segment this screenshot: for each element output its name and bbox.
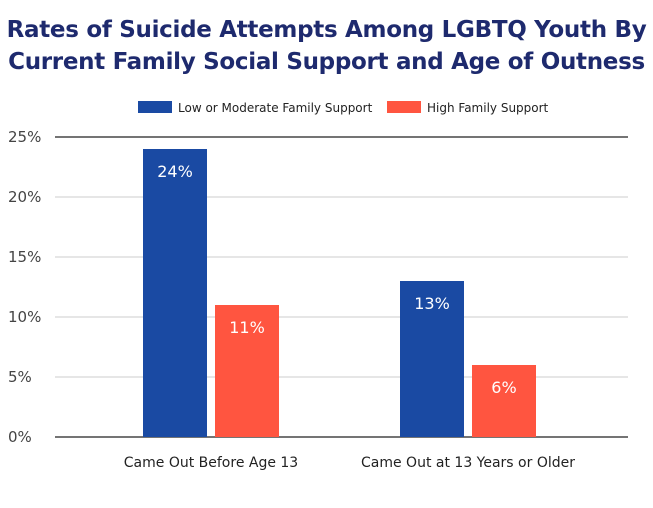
x-category-label-1: Came Out at 13 Years or Older [361, 455, 575, 471]
chart-title: Rates of Suicide Attempts Among LGBTQ Yo… [0, 14, 653, 78]
legend-label-low-moderate: Low or Moderate Family Support [178, 101, 373, 115]
legend-swatch-high [387, 101, 421, 113]
y-tick-label: 10% [8, 308, 41, 326]
y-tick-label: 5% [8, 368, 32, 386]
bar-0-1 [215, 305, 279, 437]
legend-label-high: High Family Support [427, 101, 549, 115]
legend-swatch-low-moderate [138, 101, 172, 113]
x-category-label-0: Came Out Before Age 13 [124, 455, 298, 471]
data-label-0-1: 11% [229, 318, 265, 337]
y-tick-label: 0% [8, 428, 32, 446]
data-label-0-0: 24% [157, 162, 193, 181]
y-tick-label: 20% [8, 188, 41, 206]
bar-0-0 [143, 149, 207, 437]
data-label-1-1: 6% [491, 378, 516, 397]
bar-1-0 [400, 281, 464, 437]
data-label-1-0: 13% [414, 294, 450, 313]
legend: Low or Moderate Family Support High Fami… [138, 101, 549, 115]
chart-title-line-1: Rates of Suicide Attempts Among LGBTQ Yo… [6, 17, 647, 43]
bar-1-1 [472, 365, 536, 437]
y-tick-label: 25% [8, 128, 41, 146]
chart-title-line-2: Current Family Social Support and Age of… [8, 49, 645, 75]
y-tick-label: 15% [8, 248, 41, 266]
